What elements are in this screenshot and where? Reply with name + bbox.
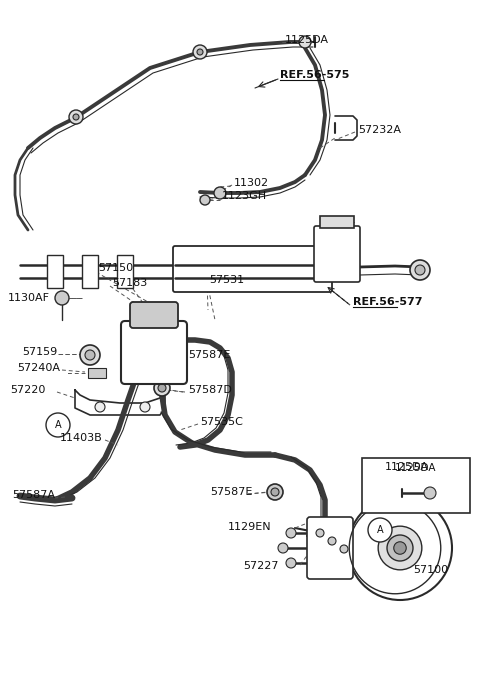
Circle shape	[378, 526, 422, 570]
Circle shape	[368, 518, 392, 542]
Circle shape	[271, 488, 279, 496]
Bar	[362, 458, 470, 513]
Text: 57100: 57100	[413, 565, 448, 575]
Text: 57587D: 57587D	[188, 385, 232, 395]
Circle shape	[410, 260, 430, 280]
Text: 1129EN: 1129EN	[228, 522, 272, 532]
Text: 1125DA: 1125DA	[285, 35, 329, 45]
Text: 1123GH: 1123GH	[222, 191, 267, 201]
Text: 57531: 57531	[209, 275, 244, 285]
Text: 57240A: 57240A	[17, 363, 60, 373]
Text: 57159: 57159	[22, 347, 57, 357]
Text: 57227: 57227	[243, 561, 278, 571]
Text: 1125DA: 1125DA	[395, 463, 437, 473]
Text: A: A	[377, 525, 384, 535]
Circle shape	[85, 350, 95, 360]
Text: 57232A: 57232A	[358, 125, 401, 135]
Circle shape	[95, 402, 105, 412]
Text: 11302: 11302	[234, 178, 269, 188]
Text: REF.56-575: REF.56-575	[280, 70, 349, 80]
Circle shape	[348, 496, 452, 600]
Circle shape	[146, 345, 162, 360]
Circle shape	[133, 332, 175, 373]
Circle shape	[55, 291, 69, 305]
Bar	[88, 368, 106, 378]
Bar	[320, 216, 354, 228]
Circle shape	[193, 45, 207, 59]
FancyBboxPatch shape	[314, 226, 360, 282]
Bar	[47, 255, 63, 288]
Text: 57150: 57150	[98, 263, 133, 273]
Circle shape	[140, 402, 150, 412]
Circle shape	[46, 413, 70, 437]
Text: A: A	[55, 420, 61, 430]
FancyBboxPatch shape	[307, 517, 353, 579]
Text: 1130AF: 1130AF	[8, 293, 50, 303]
Circle shape	[200, 195, 210, 205]
Circle shape	[415, 265, 425, 275]
Text: 57587E: 57587E	[188, 350, 230, 360]
Circle shape	[387, 535, 413, 561]
Circle shape	[214, 187, 226, 199]
Circle shape	[424, 487, 436, 499]
Text: 57183: 57183	[112, 278, 147, 288]
Circle shape	[80, 345, 100, 365]
FancyBboxPatch shape	[130, 302, 178, 328]
Circle shape	[286, 528, 296, 538]
Text: 57587E: 57587E	[210, 487, 252, 497]
Circle shape	[278, 543, 288, 553]
Text: 57587A: 57587A	[12, 490, 55, 500]
Circle shape	[299, 36, 311, 48]
Circle shape	[328, 537, 336, 545]
Text: 11403B: 11403B	[60, 433, 103, 443]
Circle shape	[197, 49, 203, 55]
Circle shape	[267, 484, 283, 500]
Circle shape	[340, 545, 348, 553]
Bar	[117, 255, 133, 288]
Circle shape	[73, 114, 79, 120]
FancyBboxPatch shape	[173, 246, 332, 292]
Circle shape	[394, 542, 406, 554]
Bar	[82, 255, 98, 288]
Circle shape	[69, 110, 83, 124]
Circle shape	[316, 529, 324, 537]
Circle shape	[286, 558, 296, 568]
Text: 1125DA: 1125DA	[385, 462, 429, 472]
Circle shape	[154, 380, 170, 396]
Circle shape	[158, 384, 166, 392]
FancyBboxPatch shape	[121, 321, 187, 384]
Text: 57535C: 57535C	[200, 417, 243, 427]
Text: REF.56-577: REF.56-577	[353, 297, 422, 307]
Text: 57220: 57220	[10, 385, 46, 395]
